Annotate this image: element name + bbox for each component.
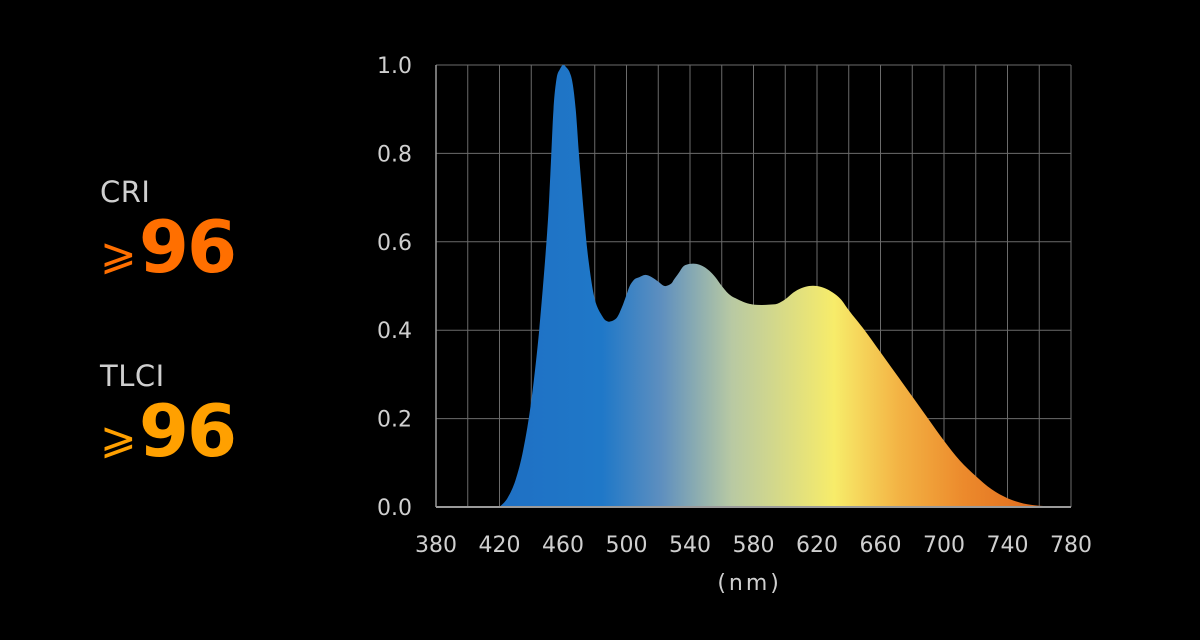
x-tick-label: 460 xyxy=(542,533,584,558)
tlci-greater-equal-symbol: ⩾ xyxy=(100,413,137,464)
y-tick-label: 0.6 xyxy=(377,231,412,256)
tlci-value-group: ⩾ 96 xyxy=(100,389,237,473)
y-tick-label: 0.2 xyxy=(377,408,412,433)
y-tick-label: 0.0 xyxy=(377,496,412,521)
spectrum-area xyxy=(499,64,1071,507)
tlci-label: TLCI xyxy=(100,359,165,393)
cri-greater-equal-symbol: ⩾ xyxy=(100,229,137,280)
x-tick-label: 620 xyxy=(796,533,838,558)
x-tick-label: 660 xyxy=(860,533,902,558)
cri-value-group: ⩾ 96 xyxy=(100,205,237,289)
cri-metric: CRI ⩾ 96 xyxy=(100,175,237,289)
y-tick-label: 0.4 xyxy=(377,319,412,344)
y-tick-label: 0.8 xyxy=(377,142,412,167)
x-tick-label: 500 xyxy=(606,533,648,558)
cri-label: CRI xyxy=(100,175,151,209)
x-tick-label: 540 xyxy=(669,533,711,558)
x-tick-label: 420 xyxy=(479,533,521,558)
y-tick-label: 1.0 xyxy=(377,54,412,79)
x-tick-label: 380 xyxy=(415,533,457,558)
x-tick-label: 580 xyxy=(733,533,775,558)
x-tick-label: 780 xyxy=(1050,533,1092,558)
x-tick-label: 740 xyxy=(987,533,1029,558)
x-axis-unit-label: (nm) xyxy=(717,571,782,596)
tlci-value: 96 xyxy=(138,389,237,473)
cri-value: 96 xyxy=(138,205,237,289)
x-tick-label: 700 xyxy=(923,533,965,558)
tlci-metric: TLCI ⩾ 96 xyxy=(100,359,237,473)
